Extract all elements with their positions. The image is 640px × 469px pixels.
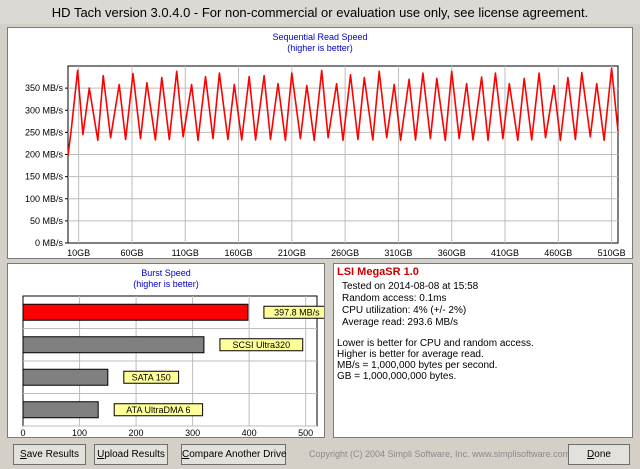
upload-results-button[interactable]: Upload Results: [94, 444, 168, 465]
burst-bar-label: SCSI Ultra320: [233, 340, 291, 350]
random-access: Random access: 0.1ms: [342, 293, 447, 304]
burst-bar-label: SATA 150: [132, 372, 171, 382]
done-mnemonic: D: [587, 449, 595, 460]
burst-x-tick-label: 400: [242, 428, 257, 437]
burst-bar: [22, 336, 205, 354]
compare-another-drive-button[interactable]: Compare Another Drive: [181, 444, 287, 465]
burst-x-tick-label: 200: [129, 428, 144, 437]
copyright-text: Copyright (C) 2004 Simpli Software, Inc.…: [309, 449, 571, 459]
sequential-chart-title: Sequential Read Speed (higher is better): [8, 32, 632, 54]
sequential-y-tick-label: 0 MB/s: [35, 238, 64, 248]
sequential-read-panel: Sequential Read Speed (higher is better)…: [7, 27, 633, 259]
sequential-y-tick-label: 100 MB/s: [25, 194, 64, 204]
burst-bar-label-box: [263, 305, 324, 319]
tested-on: Tested on 2014-08-08 at 15:58: [342, 281, 479, 292]
sequential-title: Sequential Read Speed: [272, 32, 368, 42]
drive-name: LSI MegaSR 1.0: [337, 266, 419, 278]
burst-bar-label-box: [219, 338, 304, 352]
sequential-x-tick-label: 510GB: [598, 248, 626, 258]
sequential-x-tick-label: 410GB: [491, 248, 519, 258]
burst-speed-chart: 0 100 200 300 400 500 397.8 MB/s SCSI Ultra320 S…: [20, 295, 324, 437]
sequential-x-tick-label: 10GB: [67, 248, 90, 258]
window-title: HD Tach version 3.0.4.0 - For non-commer…: [51, 5, 589, 20]
sequential-x-tick-label: 210GB: [278, 248, 306, 258]
note-lower-better: Lower is better for CPU and random acces…: [337, 338, 534, 349]
save-mnemonic: S: [20, 449, 27, 460]
burst-title: Burst Speed: [141, 268, 191, 278]
sequential-subtitle: (higher is better): [287, 43, 353, 53]
done-button[interactable]: Done: [568, 444, 630, 465]
sequential-x-tick-label: 360GB: [438, 248, 466, 258]
burst-x-tick-label: 100: [72, 428, 87, 437]
sequential-x-tick-label: 160GB: [225, 248, 253, 258]
burst-x-tick-label: 0: [20, 428, 25, 437]
save-results-button[interactable]: Save Results: [13, 444, 86, 465]
burst-bar: [22, 401, 99, 419]
burst-speed-panel: Burst Speed (higher is better) 0 100 200 30…: [7, 263, 325, 438]
note-higher-better: Higher is better for average read.: [337, 349, 484, 360]
burst-subtitle: (higher is better): [133, 279, 199, 289]
sequential-y-tick-label: 350 MB/s: [25, 83, 64, 93]
burst-bar-label-box: [113, 403, 204, 417]
burst-bar-label: ATA UltraDMA 6: [126, 405, 190, 415]
burst-x-tick-label: 500: [298, 428, 313, 437]
burst-bar-label-box: [123, 370, 180, 384]
average-read: Average read: 293.6 MB/s: [342, 317, 458, 328]
compare-label: ompare Another Drive: [189, 449, 287, 460]
sequential-x-tick-label: 60GB: [120, 248, 143, 258]
app-window: Sequential Read Speed (higher is better)…: [0, 24, 640, 469]
sequential-x-tick-label: 310GB: [384, 248, 412, 258]
sequential-y-tick-label: 200 MB/s: [25, 150, 64, 160]
compare-mnemonic: C: [182, 449, 190, 460]
done-label: one: [594, 449, 611, 460]
sequential-x-tick-label: 110GB: [172, 248, 199, 258]
cpu-utilization: CPU utilization: 4% (+/- 2%): [342, 305, 467, 316]
sequential-y-tick-label: 250 MB/s: [25, 127, 64, 137]
drive-info-panel: LSI MegaSR 1.0 Tested on 2014-08-08 at 1…: [333, 263, 633, 438]
note-gb-definition: GB = 1,000,000,000 bytes.: [337, 371, 457, 382]
burst-bar: [22, 368, 109, 386]
burst-bar-label: 397.8 MB/s: [274, 307, 320, 317]
sequential-y-tick-label: 300 MB/s: [25, 105, 64, 115]
sequential-x-tick-label: 260GB: [331, 248, 359, 258]
sequential-x-tick-label: 460GB: [544, 248, 572, 258]
title-bar: HD Tach version 3.0.4.0 - For non-commer…: [0, 0, 640, 25]
sequential-read-chart: 0 MB/s 50 MB/s 100 MB/s 150 MB/s 200 MB/s 250…: [25, 65, 626, 258]
burst-bar: [22, 303, 249, 321]
note-mbs-definition: MB/s = 1,000,000 bytes per second.: [337, 360, 498, 371]
save-label: ave Results: [26, 449, 79, 460]
upload-label: pload Results: [104, 449, 165, 460]
burst-chart-title: Burst Speed (higher is better): [8, 268, 324, 290]
burst-x-tick-label: 300: [185, 428, 200, 437]
sequential-read-line: [67, 67, 619, 156]
sequential-y-tick-label: 150 MB/s: [25, 172, 64, 182]
sequential-y-tick-label: 50 MB/s: [30, 216, 64, 226]
upload-mnemonic: U: [97, 449, 105, 460]
